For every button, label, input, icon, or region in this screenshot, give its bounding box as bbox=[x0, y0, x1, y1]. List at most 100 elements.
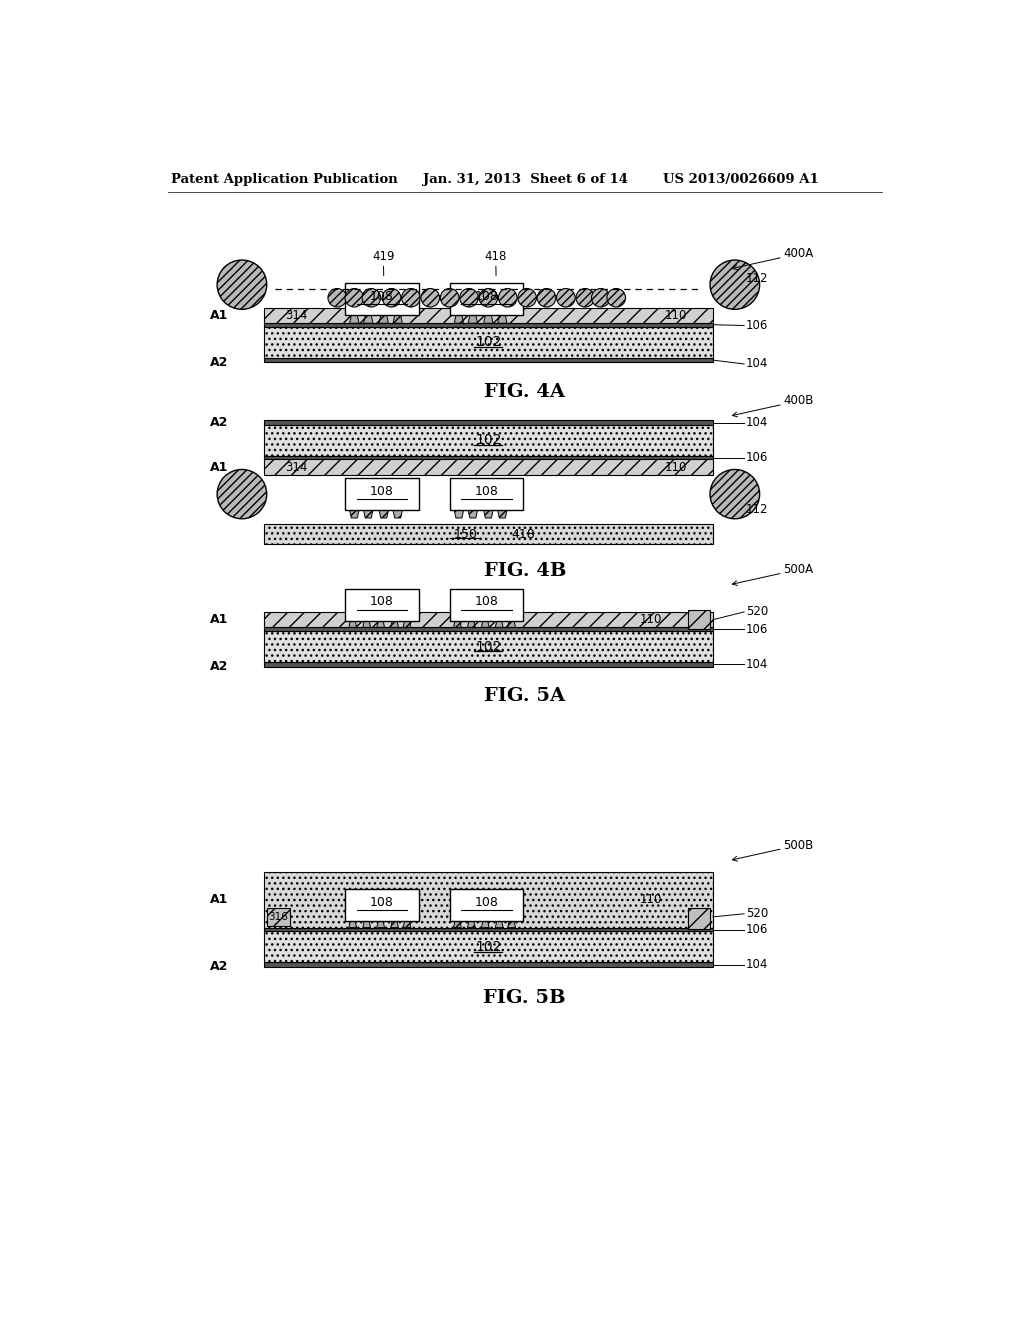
Text: 108: 108 bbox=[370, 484, 394, 498]
Polygon shape bbox=[362, 622, 371, 627]
Bar bbox=[263, 873, 713, 928]
Polygon shape bbox=[393, 511, 402, 517]
Text: 108: 108 bbox=[370, 595, 394, 609]
Text: 106: 106 bbox=[745, 451, 768, 465]
Polygon shape bbox=[467, 622, 475, 627]
Bar bbox=[263, 962, 713, 966]
Ellipse shape bbox=[345, 289, 364, 308]
Polygon shape bbox=[393, 315, 402, 323]
Polygon shape bbox=[455, 315, 464, 323]
Text: FIG. 5B: FIG. 5B bbox=[483, 989, 566, 1007]
Polygon shape bbox=[455, 511, 464, 517]
Text: 104: 104 bbox=[745, 416, 768, 429]
Text: 500A: 500A bbox=[732, 564, 813, 586]
Ellipse shape bbox=[557, 289, 575, 308]
Bar bbox=[345, 589, 419, 622]
Ellipse shape bbox=[362, 289, 381, 308]
Text: 106: 106 bbox=[745, 319, 768, 333]
Text: 110: 110 bbox=[665, 461, 687, 474]
Polygon shape bbox=[362, 921, 371, 928]
Polygon shape bbox=[468, 511, 477, 517]
Bar bbox=[263, 420, 713, 425]
Text: FIG. 4B: FIG. 4B bbox=[483, 562, 566, 579]
Polygon shape bbox=[391, 921, 398, 928]
Bar bbox=[266, 908, 290, 927]
Polygon shape bbox=[364, 315, 373, 323]
Text: 106: 106 bbox=[745, 623, 768, 636]
Polygon shape bbox=[364, 511, 373, 517]
Text: A2: A2 bbox=[210, 961, 228, 973]
Text: 102: 102 bbox=[475, 940, 502, 954]
Polygon shape bbox=[349, 315, 359, 323]
Text: 500B: 500B bbox=[732, 838, 813, 861]
Text: 400B: 400B bbox=[732, 395, 813, 417]
Polygon shape bbox=[483, 511, 493, 517]
Polygon shape bbox=[349, 511, 359, 517]
Text: 106: 106 bbox=[745, 923, 768, 936]
Text: 316: 316 bbox=[268, 912, 289, 921]
Text: A1: A1 bbox=[210, 309, 228, 322]
Text: 418: 418 bbox=[484, 251, 507, 276]
Text: 418: 418 bbox=[512, 528, 536, 541]
Polygon shape bbox=[498, 315, 507, 323]
Ellipse shape bbox=[710, 260, 760, 309]
Text: 150: 150 bbox=[454, 528, 477, 541]
Ellipse shape bbox=[440, 289, 459, 308]
Text: FIG. 5A: FIG. 5A bbox=[484, 686, 565, 705]
Text: 102: 102 bbox=[475, 640, 502, 653]
Text: 110: 110 bbox=[640, 894, 662, 907]
Text: Patent Application Publication: Patent Application Publication bbox=[171, 173, 397, 186]
Text: A1: A1 bbox=[210, 612, 228, 626]
Text: A2: A2 bbox=[210, 660, 228, 673]
Text: 314: 314 bbox=[286, 309, 307, 322]
Ellipse shape bbox=[479, 289, 498, 308]
Bar bbox=[263, 323, 713, 327]
Text: 104: 104 bbox=[745, 358, 768, 371]
Text: 108: 108 bbox=[474, 484, 499, 498]
Bar bbox=[263, 928, 713, 932]
Ellipse shape bbox=[538, 289, 556, 308]
Ellipse shape bbox=[607, 289, 626, 308]
Text: 400A: 400A bbox=[732, 247, 813, 269]
Ellipse shape bbox=[328, 289, 346, 308]
Ellipse shape bbox=[499, 289, 517, 308]
Polygon shape bbox=[498, 511, 507, 517]
Ellipse shape bbox=[460, 289, 478, 308]
Text: A2: A2 bbox=[210, 416, 228, 429]
Ellipse shape bbox=[710, 470, 760, 519]
Bar bbox=[345, 284, 419, 315]
Text: 102: 102 bbox=[475, 335, 502, 350]
Bar bbox=[688, 908, 710, 929]
Ellipse shape bbox=[401, 289, 420, 308]
Ellipse shape bbox=[592, 289, 610, 308]
Text: 108: 108 bbox=[370, 896, 394, 908]
Bar bbox=[263, 631, 713, 663]
Bar bbox=[263, 524, 713, 544]
Bar bbox=[345, 890, 419, 921]
Bar bbox=[263, 627, 713, 631]
Text: 112: 112 bbox=[745, 503, 768, 516]
Bar bbox=[263, 663, 713, 667]
Bar bbox=[263, 455, 713, 459]
Bar bbox=[345, 478, 419, 511]
Polygon shape bbox=[391, 622, 398, 627]
Polygon shape bbox=[454, 921, 461, 928]
Bar bbox=[450, 478, 523, 511]
Polygon shape bbox=[454, 622, 461, 627]
Text: 520: 520 bbox=[745, 606, 768, 619]
Polygon shape bbox=[377, 921, 385, 928]
Polygon shape bbox=[467, 921, 475, 928]
Text: A1: A1 bbox=[210, 461, 228, 474]
Text: 108: 108 bbox=[474, 896, 499, 908]
Polygon shape bbox=[496, 622, 503, 627]
Bar bbox=[263, 358, 713, 363]
Bar bbox=[263, 932, 713, 962]
Text: A2: A2 bbox=[210, 356, 228, 370]
Text: 314: 314 bbox=[286, 461, 307, 474]
Text: 520: 520 bbox=[745, 907, 768, 920]
Ellipse shape bbox=[382, 289, 400, 308]
Polygon shape bbox=[379, 315, 388, 323]
Ellipse shape bbox=[217, 260, 266, 309]
Polygon shape bbox=[403, 622, 411, 627]
Text: FIG. 4A: FIG. 4A bbox=[484, 383, 565, 401]
